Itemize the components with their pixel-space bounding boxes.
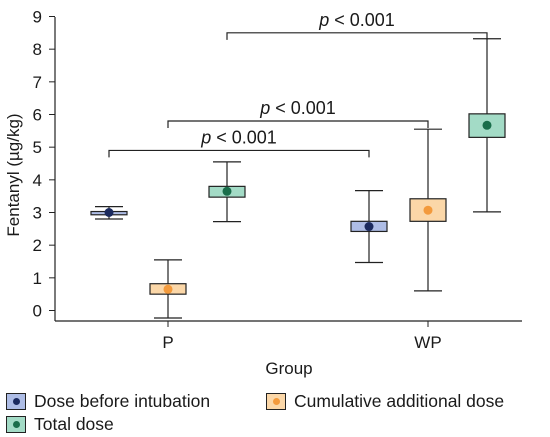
mean-marker — [364, 222, 374, 232]
legend-item-total-dose: Total dose — [6, 414, 114, 435]
plot-area — [90, 38, 506, 319]
box-wp-total-dose — [468, 38, 506, 213]
significance-bracket-2: p < 0.001 — [167, 98, 429, 129]
p-threshold: < 0.001 — [270, 98, 336, 118]
y-tick-label: 1 — [33, 269, 42, 288]
significance-bracket-3: p < 0.001 — [226, 10, 488, 40]
y-tick-label: 8 — [33, 40, 42, 59]
bracket-line — [108, 149, 370, 158]
legend: Dose before intubation Cumulative additi… — [6, 383, 546, 435]
legend-swatch — [6, 416, 26, 433]
y-tick-label: 0 — [33, 302, 42, 321]
p-symbol: p — [318, 10, 329, 30]
y-tick-label: 5 — [33, 138, 42, 157]
y-tick-label: 9 — [33, 8, 42, 27]
y-tick-label: 3 — [33, 204, 42, 223]
mean-marker — [163, 284, 173, 294]
x-axis-label: Group — [265, 359, 312, 378]
x-tick-label-p: P — [162, 333, 173, 352]
y-axis-label: Fentanyl (µg/kg) — [4, 113, 23, 236]
p-symbol: p — [259, 98, 270, 118]
box-p-cumulative-additional-dose — [149, 259, 187, 319]
box-wp-dose-before-intubation — [350, 190, 388, 264]
p-value-label: p < 0.001 — [259, 98, 336, 118]
bracket-line — [226, 32, 488, 40]
legend-swatch — [266, 393, 286, 410]
x-tick-label-wp: WP — [414, 333, 441, 352]
legend-label: Total dose — [34, 414, 114, 434]
legend-label: Cumulative additional dose — [294, 391, 505, 411]
legend-swatch — [6, 393, 26, 410]
box-p-dose-before-intubation — [90, 206, 128, 220]
p-threshold: < 0.001 — [211, 127, 277, 147]
legend-marker — [12, 398, 20, 405]
box-plot-chart: Fentanyl (µg/kg) Group 0 1 2 3 4 5 6 7 8 9 P WP p … — [4, 8, 522, 378]
legend-marker — [272, 398, 280, 405]
y-tick-label: 4 — [33, 171, 42, 190]
box-p-total-dose — [208, 161, 246, 223]
y-tick-label: 7 — [33, 73, 42, 92]
significance-bracket-1: p < 0.001 — [108, 127, 370, 158]
legend-marker — [12, 421, 20, 428]
x-axis-categories: P WP — [162, 321, 442, 352]
y-tick-label: 6 — [33, 106, 42, 125]
mean-marker — [104, 208, 114, 217]
mean-marker — [222, 186, 232, 196]
legend-label: Dose before intubation — [34, 391, 211, 411]
p-value-label: p < 0.001 — [200, 127, 277, 147]
p-symbol: p — [200, 127, 211, 147]
mean-marker — [482, 120, 492, 130]
p-value-label: p < 0.001 — [318, 10, 395, 30]
y-axis-ticks: 0 1 2 3 4 5 6 7 8 9 — [33, 8, 55, 321]
bracket-line — [167, 120, 429, 129]
legend-item-cumulative-additional-dose: Cumulative additional dose — [266, 391, 504, 412]
y-tick-label: 2 — [33, 236, 42, 255]
box-wp-cumulative-additional-dose — [409, 128, 447, 292]
legend-item-dose-before-intubation: Dose before intubation — [6, 391, 210, 412]
mean-marker — [423, 205, 433, 215]
p-threshold: < 0.001 — [329, 10, 395, 30]
